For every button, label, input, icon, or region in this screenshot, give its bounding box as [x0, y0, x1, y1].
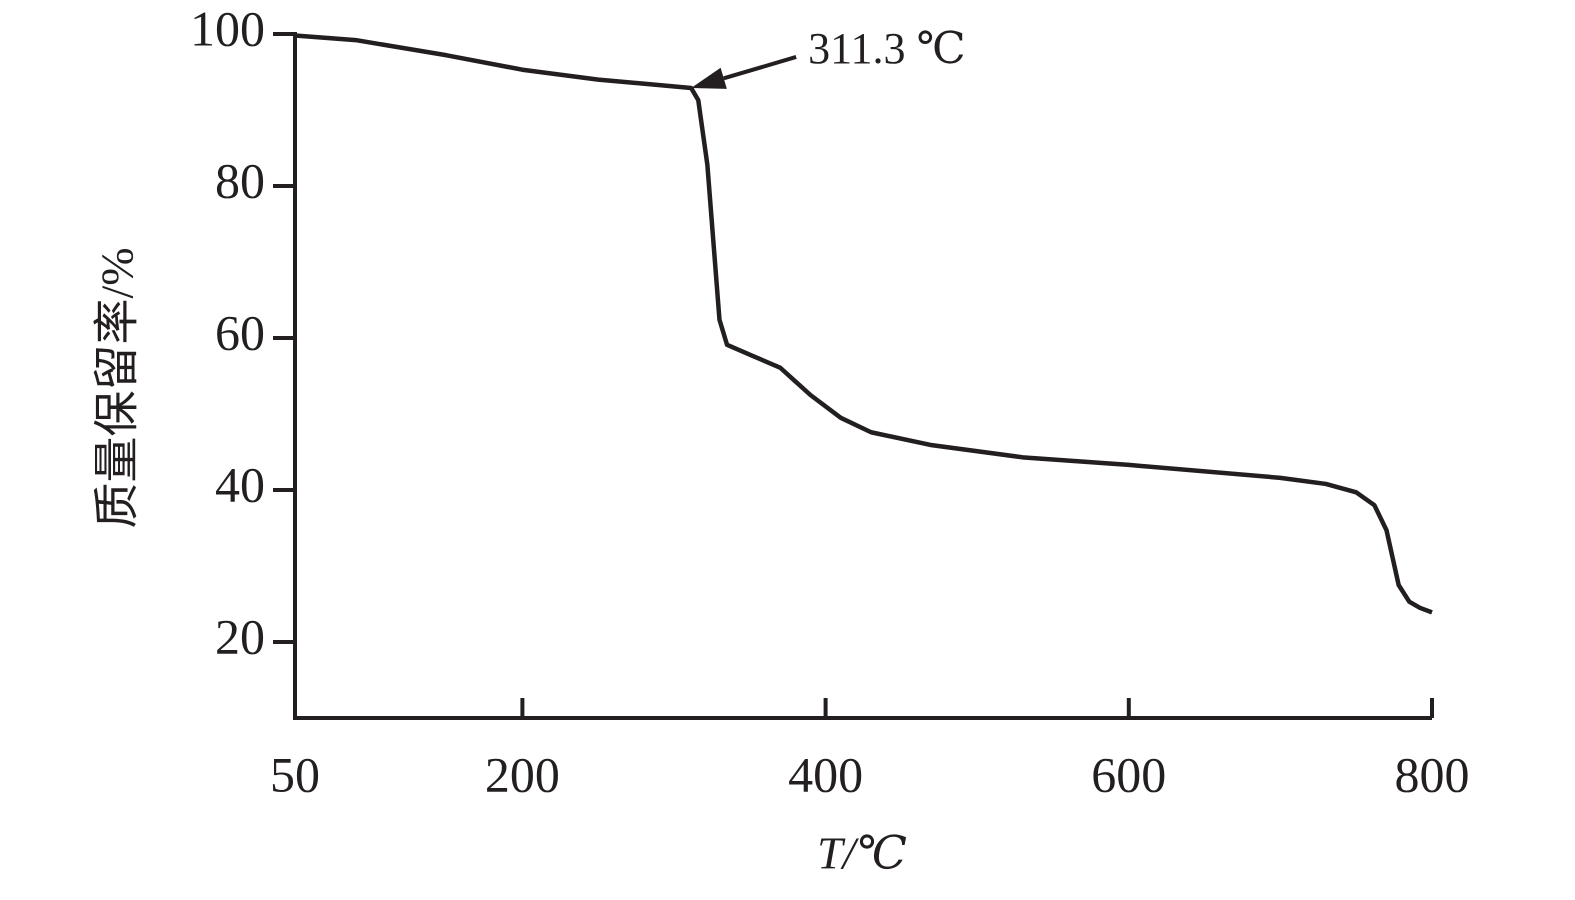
y-tick-label: 20	[215, 608, 265, 664]
x-tick-label: 600	[1091, 746, 1166, 802]
x-tick-label: 400	[788, 746, 863, 802]
x-tick-label: 800	[1395, 746, 1470, 802]
y-tick-label: 80	[215, 152, 265, 208]
y-tick-label: 100	[190, 0, 265, 56]
y-tick-label: 40	[215, 456, 265, 512]
x-axis-title: T/℃	[817, 828, 907, 879]
annotation-arrowhead	[691, 67, 727, 89]
data-line	[294, 33, 1433, 615]
x-tick-label: 200	[485, 746, 560, 802]
y-axis-title: 质量保留率/%	[92, 247, 143, 528]
annotation: 311.3 ℃	[808, 24, 966, 73]
y-tick-label: 60	[215, 304, 265, 360]
x-tick-label: 50	[270, 746, 320, 802]
annotation-arrow	[723, 55, 797, 81]
